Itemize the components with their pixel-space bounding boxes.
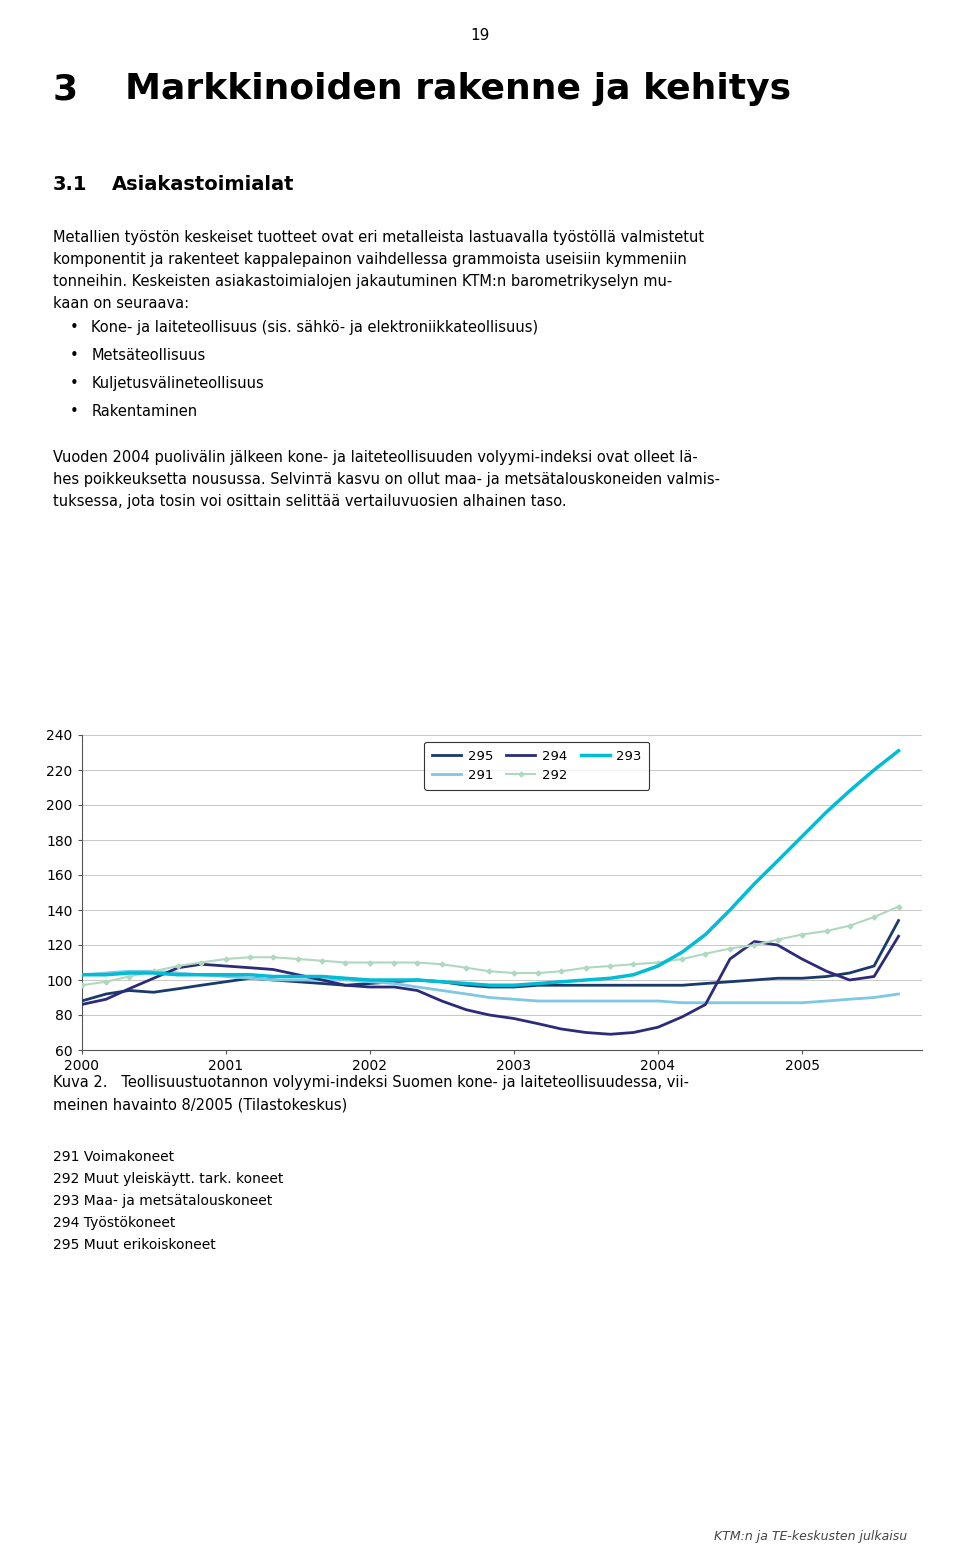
Legend: 295, 291, 294, 292, 293: 295, 291, 294, 292, 293 [424, 742, 649, 790]
Text: •: • [70, 348, 79, 362]
Text: KTM:n ja TE-keskusten julkaisu: KTM:n ja TE-keskusten julkaisu [714, 1531, 907, 1543]
Text: hes poikkeuksetta nousussa. Selvinтä kasvu on ollut maa- ja metsätalouskoneiden : hes poikkeuksetta nousussa. Selvinтä kas… [53, 472, 720, 487]
Text: •: • [70, 405, 79, 419]
Text: Rakentaminen: Rakentaminen [91, 405, 198, 419]
Text: meinen havainto 8/2005 (Tilastokeskus): meinen havainto 8/2005 (Tilastokeskus) [53, 1097, 348, 1112]
Text: Metallien työstön keskeiset tuotteet ovat eri metalleista lastuavalla työstöllä : Metallien työstön keskeiset tuotteet ova… [53, 230, 704, 245]
Text: 293 Maa- ja metsätalouskoneet: 293 Maa- ja metsätalouskoneet [53, 1193, 272, 1207]
Text: kaan on seuraava:: kaan on seuraava: [53, 297, 189, 311]
Text: Asiakastoimialat: Asiakastoimialat [112, 175, 295, 194]
Text: Markkinoiden rakenne ja kehitys: Markkinoiden rakenne ja kehitys [125, 72, 791, 106]
Text: 291 Voimakoneet: 291 Voimakoneet [53, 1150, 174, 1164]
Text: 295 Muut erikoiskoneet: 295 Muut erikoiskoneet [53, 1239, 216, 1253]
Text: 292 Muut yleiskäytt. tark. koneet: 292 Muut yleiskäytt. tark. koneet [53, 1172, 283, 1186]
Text: Kuljetusvälineteollisuus: Kuljetusvälineteollisuus [91, 376, 264, 390]
Text: Metsäteollisuus: Metsäteollisuus [91, 348, 205, 362]
Text: 19: 19 [470, 28, 490, 44]
Text: 294 Työstökoneet: 294 Työstökoneet [53, 1215, 175, 1229]
Text: •: • [70, 320, 79, 334]
Text: Kuva 2.   Teollisuustuotannon volyymi-indeksi Suomen kone- ja laiteteollisuudess: Kuva 2. Teollisuustuotannon volyymi-inde… [53, 1075, 688, 1090]
Text: tonneihin. Keskeisten asiakastoimialojen jakautuminen KTM:n barometrikyselyn mu-: tonneihin. Keskeisten asiakastoimialojen… [53, 273, 672, 289]
Text: Kone- ja laiteteollisuus (sis. sähkö- ja elektroniikkateollisuus): Kone- ja laiteteollisuus (sis. sähkö- ja… [91, 320, 539, 334]
Text: 3: 3 [53, 72, 78, 106]
Text: tuksessa, jota tosin voi osittain selittää vertailuvuosien alhainen taso.: tuksessa, jota tosin voi osittain selitt… [53, 494, 566, 509]
Text: •: • [70, 376, 79, 390]
Text: Vuoden 2004 puolivälin jälkeen kone- ja laiteteollisuuden volyymi-indeksi ovat o: Vuoden 2004 puolivälin jälkeen kone- ja … [53, 450, 698, 465]
Text: komponentit ja rakenteet kappalepainon vaihdellessa grammoista useisiin kymmenii: komponentit ja rakenteet kappalepainon v… [53, 251, 686, 267]
Text: 3.1: 3.1 [53, 175, 87, 194]
